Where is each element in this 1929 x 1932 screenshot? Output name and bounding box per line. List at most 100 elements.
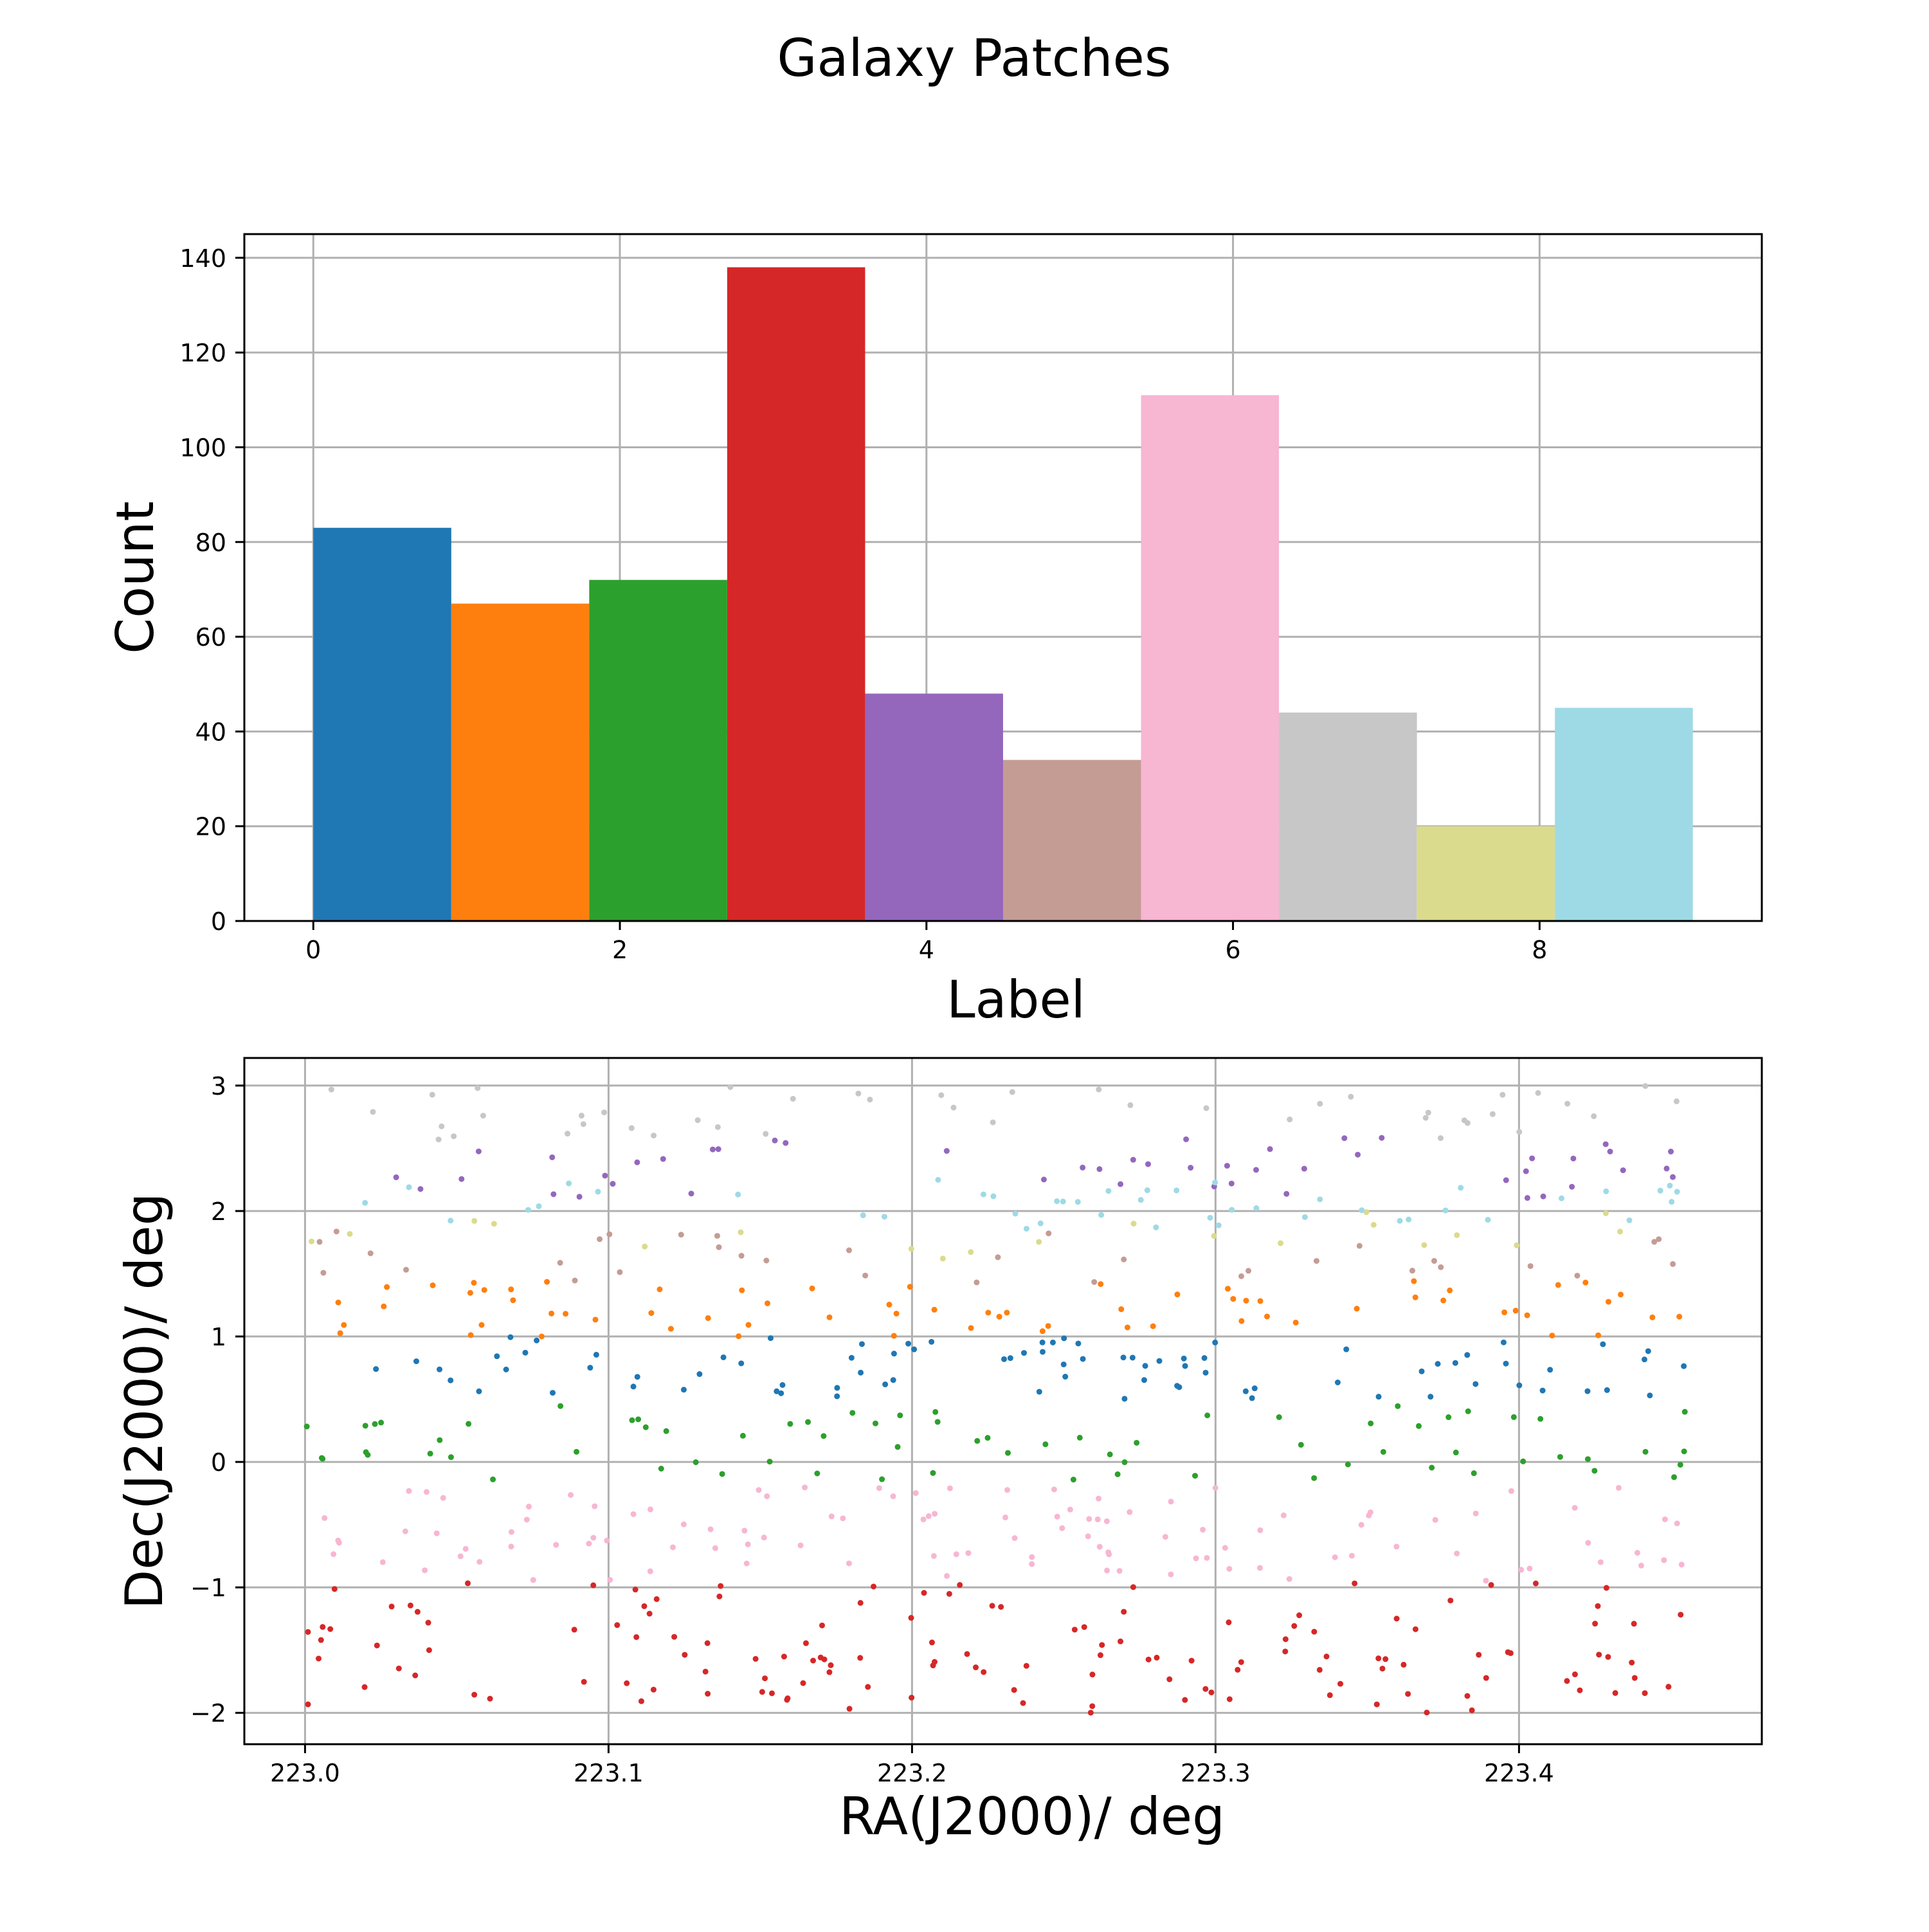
scatter-point-label-9 (935, 1176, 941, 1183)
scatter-point-label-1 (1118, 1306, 1125, 1313)
scatter-point-label-6 (1615, 1484, 1622, 1491)
scatter-y-tick-label: 0 (211, 1448, 226, 1477)
scatter-point-label-3 (1483, 1675, 1489, 1681)
scatter-point-label-6 (707, 1526, 714, 1533)
scatter-point-label-9 (735, 1191, 741, 1198)
scatter-point-label-5 (1245, 1268, 1252, 1274)
scatter-point-label-7 (1535, 1089, 1541, 1096)
scatter-point-label-0 (534, 1337, 540, 1344)
scatter-point-label-9 (525, 1207, 531, 1213)
scatter-point-label-1 (1243, 1297, 1249, 1304)
scatter-point-label-9 (1485, 1217, 1491, 1223)
scatter-point-label-2 (1510, 1414, 1517, 1420)
scatter-point-label-7 (578, 1113, 584, 1119)
scatter-point-label-1 (1230, 1296, 1236, 1302)
scatter-point-label-3 (957, 1581, 963, 1588)
scatter-point-label-2 (805, 1419, 811, 1425)
scatter-point-label-3 (327, 1626, 334, 1632)
scatter-point-label-4 (1341, 1135, 1348, 1142)
scatter-point-label-3 (802, 1640, 809, 1646)
scatter-point-label-3 (1089, 1672, 1096, 1678)
scatter-point-label-0 (778, 1390, 784, 1396)
scatter-point-label-3 (781, 1654, 787, 1660)
scatter-point-label-2 (693, 1459, 699, 1466)
scatter-point-label-9 (1442, 1207, 1449, 1214)
scatter-point-label-6 (680, 1521, 687, 1527)
scatter-point-label-6 (590, 1535, 597, 1541)
scatter-point-label-7 (1287, 1116, 1293, 1123)
scatter-point-label-3 (388, 1603, 395, 1610)
scatter-point-label-4 (1228, 1180, 1235, 1187)
scatter-axes: 223.0 223.1 223.2 223.3 223.4 −2 −1 0 1 2 3 RA(J20… (114, 1057, 1763, 1846)
scatter-point-label-2 (897, 1412, 903, 1419)
scatter-point-label-2 (372, 1421, 378, 1427)
scatter-point-label-7 (1591, 1113, 1597, 1120)
scatter-point-label-3 (1393, 1616, 1400, 1622)
scatter-point-label-3 (1337, 1681, 1344, 1687)
scatter-point-label-9 (448, 1217, 454, 1224)
scatter-point-label-6 (1127, 1509, 1133, 1515)
scatter-point-label-6 (1634, 1549, 1640, 1556)
scatter-point-label-0 (587, 1365, 593, 1371)
scatter-point-label-0 (1182, 1363, 1188, 1369)
scatter-point-label-2 (1042, 1441, 1049, 1448)
scatter-point-label-3 (487, 1695, 493, 1702)
scatter-point-label-2 (934, 1419, 941, 1425)
scatter-point-label-0 (720, 1354, 727, 1360)
scatter-point-label-5 (606, 1231, 613, 1237)
scatter-point-label-9 (1215, 1222, 1222, 1228)
scatter-point-label-5 (316, 1239, 323, 1245)
scatter-point-label-4 (1570, 1155, 1577, 1162)
scatter-point-label-2 (1520, 1458, 1526, 1464)
scatter-point-label-6 (647, 1568, 653, 1574)
scatter-point-label-0 (905, 1340, 912, 1347)
scatter-point-label-3 (1382, 1656, 1389, 1663)
histogram-bar-label-5 (1003, 760, 1141, 921)
scatter-point-label-0 (1181, 1355, 1187, 1362)
scatter-point-label-4 (1602, 1141, 1609, 1147)
scatter-point-label-0 (882, 1381, 889, 1388)
scatter-point-label-5 (572, 1277, 578, 1284)
scatter-point-label-6 (1085, 1533, 1091, 1540)
scatter-point-label-7 (370, 1109, 376, 1115)
scatter-point-label-2 (466, 1421, 472, 1427)
scatter-point-label-7 (480, 1113, 486, 1119)
scatter-point-label-9 (1229, 1207, 1235, 1213)
scatter-point-label-4 (576, 1194, 583, 1200)
scatter-point-label-0 (550, 1390, 556, 1396)
scatter-point-label-1 (430, 1282, 436, 1288)
scatter-point-label-6 (1332, 1554, 1338, 1560)
scatter-point-label-0 (891, 1351, 897, 1357)
scatter-point-label-4 (417, 1186, 424, 1192)
scatter-point-label-1 (471, 1280, 477, 1286)
scatter-point-label-0 (503, 1366, 509, 1372)
scatter-point-label-6 (1508, 1488, 1514, 1494)
scatter-point-label-3 (1447, 1598, 1454, 1604)
scatter-point-label-7 (475, 1085, 481, 1091)
scatter-point-label-3 (1296, 1612, 1303, 1619)
scatter-point-label-0 (1539, 1387, 1546, 1394)
scatter-point-label-4 (549, 1154, 556, 1160)
scatter-point-label-6 (1051, 1486, 1057, 1493)
scatter-point-label-3 (784, 1695, 791, 1702)
scatter-point-label-6 (802, 1484, 808, 1491)
scatter-point-label-6 (331, 1551, 337, 1557)
scatter-point-label-6 (1029, 1561, 1035, 1567)
histogram-y-tick-label: 20 (195, 813, 226, 841)
scatter-point-label-4 (1540, 1193, 1546, 1199)
scatter-point-label-1 (1512, 1308, 1519, 1314)
scatter-point-label-7 (867, 1097, 873, 1103)
scatter-point-label-9 (1023, 1225, 1029, 1232)
scatter-point-label-1 (996, 1313, 1002, 1320)
scatter-point-label-3 (752, 1655, 759, 1662)
scatter-point-label-1 (1618, 1291, 1624, 1298)
scatter-point-label-6 (1280, 1512, 1287, 1518)
scatter-point-label-0 (1547, 1367, 1553, 1373)
scatter-point-label-6 (402, 1528, 408, 1535)
scatter-point-label-3 (998, 1603, 1004, 1610)
scatter-point-label-6 (797, 1542, 804, 1549)
scatter-point-label-1 (1447, 1287, 1453, 1293)
scatter-point-label-2 (362, 1423, 368, 1429)
